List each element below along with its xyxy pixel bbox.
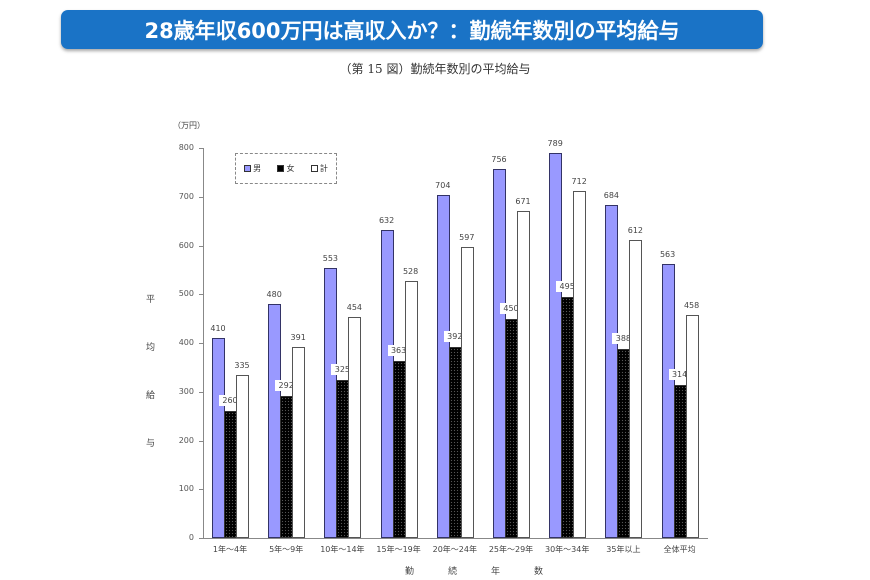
y-axis-title-char: 給	[146, 391, 156, 401]
value-label-total: 454	[346, 302, 363, 312]
x-axis	[203, 538, 708, 539]
value-label-female: 495	[556, 280, 579, 292]
value-label-male: 789	[547, 139, 563, 149]
x-category-label: 20年～24年	[432, 545, 477, 554]
value-label-male: 684	[603, 190, 620, 200]
y-axis-title-char: 均	[146, 343, 156, 353]
x-category-label: 1年～4年	[212, 545, 248, 554]
x-category-label: 全体平均	[663, 545, 696, 554]
value-label-male: 704	[435, 180, 451, 190]
figure-caption: （第 15 図）勤続年数別の平均給与	[339, 62, 531, 76]
x-category-label: 25年～29年	[488, 545, 534, 554]
x-category-label: 35年以上	[606, 545, 641, 554]
bar-female	[448, 346, 462, 538]
y-tick-label: 200	[178, 435, 194, 445]
x-axis-title-char: 年	[491, 567, 501, 577]
x-category-label: 5年～9年	[269, 545, 304, 554]
value-label-female: 388	[612, 332, 635, 344]
y-tick-mark	[199, 294, 203, 296]
value-label-male: 410	[210, 324, 226, 334]
value-label-total: 612	[627, 225, 644, 235]
legend-item-male: 男	[244, 163, 261, 174]
bar-total	[460, 246, 474, 538]
y-tick-label: 500	[178, 289, 194, 299]
value-label-male: 480	[266, 290, 282, 299]
value-label-total: 712	[571, 176, 587, 186]
value-label-female: 450	[500, 302, 522, 314]
bar-total	[292, 347, 306, 538]
value-label-total: 597	[459, 232, 475, 242]
y-tick-label: 300	[178, 386, 194, 396]
male-swatch-icon	[244, 165, 252, 172]
bar-total	[348, 316, 362, 538]
value-label-male: 632	[378, 215, 395, 225]
bar-total	[685, 314, 699, 538]
bar-total	[236, 374, 249, 538]
y-tick-label: 800	[178, 143, 194, 152]
banner-title: 28歳年収600万円は高収入か？：勤続年数別の平均給与	[144, 18, 680, 43]
y-tick-label: 100	[178, 484, 194, 494]
x-axis-title-char: 勤	[405, 567, 415, 577]
legend-item-female: 女	[277, 163, 294, 174]
bar-total	[517, 210, 530, 538]
bar-total	[573, 190, 587, 538]
y-axis	[203, 148, 204, 538]
chart-legend: 男 女 計	[235, 153, 337, 184]
y-axis-unit: （万円）	[173, 121, 205, 130]
title-banner: 28歳年収600万円は高収入か？：勤続年数別の平均給与	[61, 10, 763, 49]
value-label-male: 756	[491, 155, 507, 165]
y-tick-mark	[199, 391, 203, 393]
value-label-female: 314	[668, 368, 691, 380]
y-tick-label: 600	[178, 240, 194, 250]
value-label-female: 260	[219, 395, 241, 407]
y-tick-mark	[199, 148, 203, 149]
legend-item-total: 計	[310, 163, 328, 174]
y-tick-mark	[199, 196, 203, 198]
value-label-total: 528	[402, 266, 419, 276]
x-category-label: 15年～19年	[376, 545, 421, 554]
total-swatch-icon	[310, 165, 318, 172]
value-label-total: 391	[290, 333, 306, 343]
y-tick-label: 0	[188, 533, 194, 542]
bar-total	[404, 280, 418, 538]
x-category-label: 30年～34年	[545, 545, 590, 554]
y-tick-mark	[199, 489, 203, 491]
y-axis-title-char: 平	[146, 295, 156, 305]
value-label-female: 392	[443, 330, 466, 342]
value-label-female: 325	[331, 363, 354, 375]
value-label-male: 553	[322, 254, 339, 264]
x-category-label: 10年～14年	[320, 545, 365, 554]
female-swatch-icon	[277, 165, 285, 172]
y-tick-label: 700	[178, 191, 194, 201]
y-tick-mark	[199, 245, 203, 247]
value-label-male: 563	[659, 249, 676, 259]
bar-total	[629, 239, 643, 538]
value-label-total: 335	[234, 360, 250, 370]
value-label-total: 671	[515, 196, 531, 206]
value-label-female: 292	[275, 379, 298, 391]
y-tick-label: 400	[178, 338, 194, 347]
value-label-total: 458	[683, 300, 700, 310]
x-axis-title-char: 続	[448, 567, 458, 577]
y-axis-title-char: 与	[146, 439, 156, 449]
x-axis-title-char: 数	[534, 567, 544, 577]
y-tick-mark	[199, 343, 203, 344]
value-label-female: 363	[387, 345, 410, 357]
y-tick-mark	[199, 440, 203, 442]
y-tick-mark	[199, 538, 203, 539]
